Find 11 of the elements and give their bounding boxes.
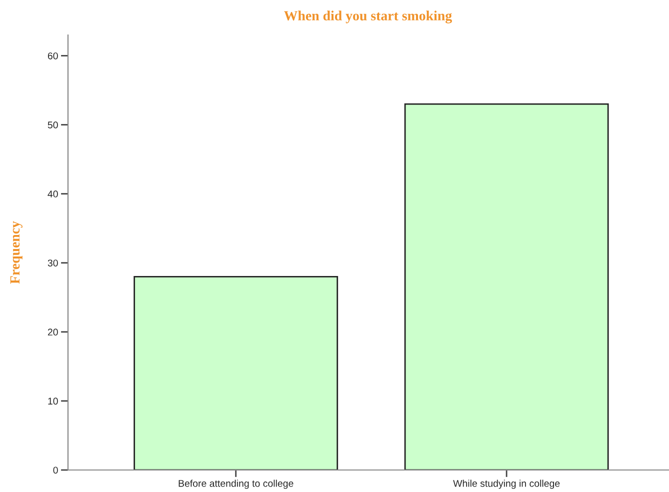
chart-title: When did you start smoking (284, 10, 452, 24)
x-tick-label: Before attending to college (178, 480, 294, 489)
y-tick-label: 20 (48, 328, 58, 336)
y-tick-label: 60 (48, 52, 58, 60)
y-tick-label: 10 (48, 398, 58, 405)
y-axis-title: Frequency (10, 221, 22, 284)
x-tick-label: While studying in college (453, 480, 560, 489)
y-tick-label: 30 (48, 260, 58, 266)
y-tick-label: 0 (53, 466, 58, 474)
y-tick-label: 40 (48, 190, 58, 198)
y-tick-label: 50 (48, 121, 58, 128)
